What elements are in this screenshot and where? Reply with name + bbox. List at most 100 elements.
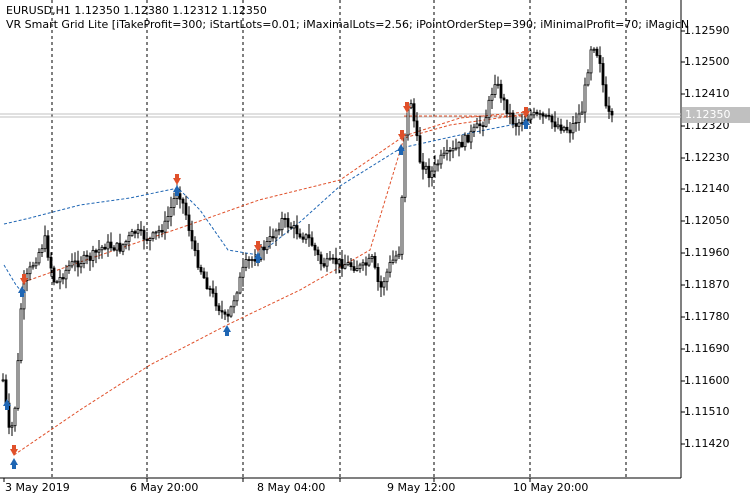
candle-body <box>412 103 416 122</box>
candle-body <box>451 148 455 152</box>
candle-body <box>457 141 461 149</box>
candle-body <box>589 49 593 74</box>
candle-body <box>28 266 32 275</box>
candle-body <box>478 123 482 127</box>
candle-body <box>244 259 248 268</box>
candle-body <box>298 233 302 238</box>
candle-body <box>214 292 218 307</box>
candle-body <box>295 225 299 235</box>
candle-body <box>97 249 101 253</box>
buy-grid-line <box>3 121 527 256</box>
candle-body <box>232 300 236 308</box>
candle-body <box>610 110 614 116</box>
candle-body <box>190 230 194 242</box>
time-axis-ticks <box>3 478 531 482</box>
current-price-tag: 1.12350 <box>682 107 750 123</box>
candle-body <box>202 271 206 279</box>
candle-body <box>418 135 422 163</box>
candle-body <box>577 113 581 124</box>
candle-body <box>76 260 80 268</box>
time-label: 9 May 12:00 <box>387 481 456 494</box>
price-label: 1.12500 <box>684 55 730 68</box>
candle-body <box>358 264 362 269</box>
candle-body <box>64 269 68 280</box>
candle-body <box>238 276 242 294</box>
candle-body <box>1 379 5 382</box>
candle-body <box>325 258 329 267</box>
candle-body <box>235 292 239 302</box>
candle-body <box>115 242 119 251</box>
candle-body <box>271 236 275 239</box>
candle-body <box>550 115 554 123</box>
price-label: 1.12140 <box>684 182 730 195</box>
price-label: 1.12410 <box>684 87 730 100</box>
candle-body <box>112 247 116 251</box>
candle-body <box>301 236 305 240</box>
candle-body <box>262 246 266 251</box>
candle-body <box>484 117 488 127</box>
candle-body <box>499 83 503 99</box>
price-label: 1.11420 <box>684 437 730 450</box>
candle-body <box>490 94 494 101</box>
time-label: 6 May 20:00 <box>130 481 199 494</box>
candle-body <box>286 218 290 228</box>
candle-body <box>154 231 158 234</box>
buy-arrow-icon <box>254 252 262 263</box>
candle-body <box>127 235 131 242</box>
candle-series <box>1 46 614 436</box>
candle-body <box>364 262 368 266</box>
candle-body <box>37 252 41 264</box>
candle-body <box>241 266 245 278</box>
candle-body <box>541 113 545 117</box>
candle-body <box>274 230 278 239</box>
candle-body <box>424 165 428 170</box>
buy-arrow-icon <box>522 118 530 129</box>
buy-arrow-icon <box>173 185 181 196</box>
candle-body <box>184 202 188 216</box>
candle-body <box>517 122 521 127</box>
candle-body <box>583 84 587 113</box>
candle-body <box>439 154 443 165</box>
candle-body <box>574 122 578 124</box>
candle-body <box>13 407 17 427</box>
candle-body <box>148 238 152 242</box>
time-label: 3 May 2019 <box>5 481 70 494</box>
candle-body <box>79 263 83 268</box>
indicator-params-line: VR Smart Grid Lite [iTakeProfit=300; iSt… <box>6 18 690 31</box>
candle-body <box>508 112 512 115</box>
candle-body <box>565 126 569 131</box>
candle-body <box>343 264 347 269</box>
price-label: 1.11870 <box>684 278 730 291</box>
candle-body <box>124 241 128 246</box>
candle-body <box>481 125 485 127</box>
candle-body <box>355 268 359 271</box>
candle-body <box>139 229 143 232</box>
candle-body <box>19 308 23 361</box>
candle-body <box>340 259 344 269</box>
candle-body <box>382 281 386 288</box>
candle-body <box>388 262 392 273</box>
candle-body <box>433 163 437 172</box>
candle-body <box>487 99 491 119</box>
candle-body <box>199 266 203 273</box>
candle-body <box>208 288 212 291</box>
candle-body <box>526 118 530 121</box>
candle-body <box>454 147 458 150</box>
candle-body <box>385 271 389 283</box>
candle-body <box>475 123 479 128</box>
candle-body <box>181 198 185 204</box>
candle-body <box>211 288 215 294</box>
candle-body <box>571 123 575 134</box>
candle-body <box>442 152 446 156</box>
price-label: 1.11960 <box>684 246 730 259</box>
candle-body <box>172 198 176 208</box>
candle-body <box>535 111 539 115</box>
symbol-quote-line: EURUSD,H1 1.12350 1.12380 1.12312 1.1235… <box>6 4 267 17</box>
candle-body <box>52 267 56 283</box>
time-label: 10 May 20:00 <box>513 481 589 494</box>
candle-body <box>373 255 377 268</box>
candle-body <box>415 120 419 137</box>
sell-grid-line-2 <box>23 111 527 283</box>
candle-body <box>460 141 464 148</box>
